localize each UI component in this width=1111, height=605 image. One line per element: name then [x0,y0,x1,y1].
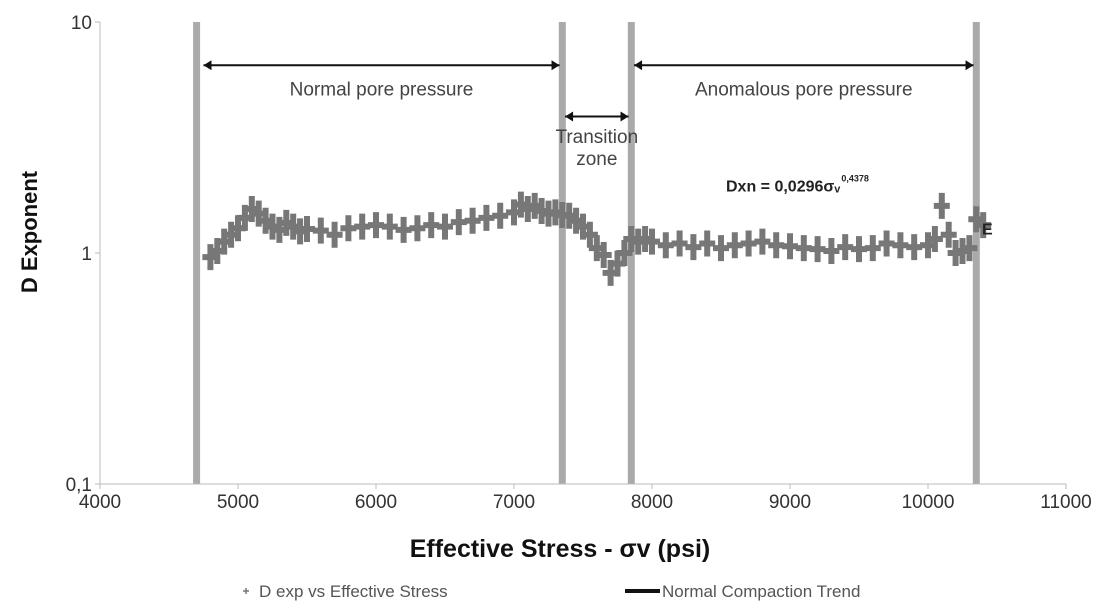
legend-label: D exp vs Effective Stress [259,582,448,601]
zone-arrow-head [634,60,643,71]
data-point [368,212,384,239]
chart-annotation: Dxn = 0,0296σᵥ [726,178,840,195]
data-point [864,235,881,262]
data-point [395,216,412,243]
zone-arrow-head [620,111,629,122]
data-point [354,213,371,240]
y-tick-labels: 0,1 1 10 [66,13,100,496]
data-point [595,242,612,269]
data-point [933,192,950,219]
x-tick-labels: 4000 5000 6000 7000 8000 9000 10000 11000 [79,484,1092,513]
data-point [768,232,785,259]
data-point [961,235,978,262]
data-point [878,230,895,257]
axes [99,22,1066,485]
data-point [671,230,688,257]
data-point [423,212,440,239]
x-tick-label: 10000 [902,492,955,513]
data-point [851,236,867,263]
chart-annotation-superscript: 0,4378 [841,173,869,183]
zone-label: Transition [555,127,638,148]
zone-arrow-head [551,60,560,71]
legend-marker-plus [243,588,249,594]
data-point [685,234,702,261]
x-axis-title: Effective Stress - σv (psi) [410,535,711,563]
data-point [299,216,315,243]
legend: D exp vs Effective Stress Normal Compacti… [243,582,860,601]
data-point [409,215,426,242]
x-tick-label: 9000 [769,492,811,513]
chart-annotation: E [982,222,993,239]
data-point [823,238,840,265]
x-tick-label: 7000 [493,492,535,513]
data-point [450,209,467,236]
data-point [326,221,343,248]
x-tick-label: 6000 [355,492,397,513]
data-point [492,202,509,229]
x-tick-label: 8000 [631,492,673,513]
data-point [581,221,598,248]
data-point [464,207,481,234]
x-tick-label: 5000 [217,492,259,513]
data-point [782,233,798,260]
data-point [657,232,674,259]
zone-label: Anomalous pore pressure [695,80,913,101]
data-point [926,225,943,252]
data-point [437,213,453,240]
data-point [713,235,729,262]
y-tick-label: 0,1 [66,475,92,496]
data-point [644,228,660,255]
data-points [202,191,992,286]
data-point [616,240,633,266]
zone-label: Normal pore pressure [290,80,474,101]
data-point [381,213,398,240]
data-point [699,230,716,257]
equation-annotations: Dxn = 0,0296σᵥ 0,4378 E [726,173,993,238]
x-tick-label: 11000 [1040,492,1091,513]
data-point [837,234,854,261]
data-point [940,221,957,248]
data-point [478,204,495,231]
data-point [975,212,992,239]
legend-label: Normal Compaction Trend [662,582,860,601]
data-point [809,236,826,263]
data-point [892,232,909,259]
data-point [340,215,357,242]
y-tick-label: 1 [81,244,92,265]
zone-label: zone [576,149,617,170]
data-point [740,230,757,257]
y-tick-label: 10 [71,13,92,34]
y-axis-title: D Exponent [17,170,42,293]
data-point [754,228,771,255]
data-point [312,217,329,244]
data-point [906,234,923,261]
data-point [795,235,812,262]
zone-arrow-head [203,60,212,71]
data-point [726,232,743,259]
zone-arrow-head [565,111,574,122]
zone-arrow-head [965,60,974,71]
x-tick-label: 4000 [79,492,121,513]
